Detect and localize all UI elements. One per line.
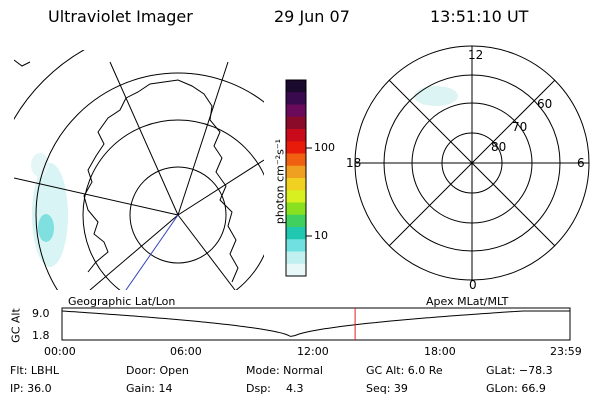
lon-line	[14, 177, 179, 216]
lat-circle-middle	[82, 119, 264, 290]
lat-circle-outer	[35, 72, 264, 290]
aurora-emission	[31, 153, 68, 267]
colorbar-cell	[286, 80, 306, 93]
ip-info: IP: 36.0	[10, 382, 52, 395]
timeline-ymax: 9.0	[32, 307, 50, 320]
timeline-xlabel: 12:00	[297, 345, 329, 358]
colorbar-cell	[286, 227, 306, 240]
gain-info: Gain: 14	[126, 382, 173, 395]
coastline	[83, 79, 239, 283]
aurora-emission	[414, 86, 458, 106]
mlat-label-60: 60	[537, 97, 553, 111]
timeline-xlabel: 18:00	[424, 345, 456, 358]
timeline-ymin: 1.8	[32, 329, 50, 342]
colorbar-cell	[286, 239, 306, 253]
timeline-frame	[61, 307, 571, 341]
colorbar-cell	[286, 263, 306, 277]
date-label: 29 Jun 07	[274, 7, 350, 26]
dsp-value: 4.3	[286, 382, 304, 395]
timeline-xlabel: 23:59	[550, 345, 582, 358]
lon-line	[177, 61, 229, 216]
mlt-label-12: 12	[468, 48, 484, 62]
lat-circle-inner	[129, 166, 227, 264]
dsp-label: Dsp:	[246, 382, 271, 395]
colorbar-cell	[286, 153, 306, 167]
mode-info: Mode: Normal	[246, 364, 323, 377]
lon-line	[177, 159, 264, 216]
colorbar-cell	[286, 129, 306, 142]
colorbar-cell	[286, 190, 306, 204]
colorbar-cell	[286, 214, 306, 228]
door-info: Door: Open	[126, 364, 189, 377]
gc-alt-info: GC Alt: 6.0 Re	[366, 364, 443, 377]
glat-info: GLat: −78.3	[486, 364, 553, 377]
colorbar-cell	[286, 251, 306, 265]
noon-meridian	[125, 214, 179, 290]
geographic-label: Geographic Lat/Lon	[68, 295, 176, 308]
mlat-label-80: 80	[491, 140, 507, 154]
colorbar-cell	[286, 202, 306, 216]
time-label: 13:51:10 UT	[430, 7, 529, 26]
mlt-label-0: 0	[469, 278, 477, 292]
timeline-axis-label: GC Alt	[9, 308, 23, 343]
seq-info: Seq: 39	[366, 382, 408, 395]
colorbar-tick-label: 100	[314, 141, 335, 154]
mlat-label-70: 70	[512, 120, 528, 134]
mlt-label-18: 18	[346, 156, 362, 170]
lon-line	[89, 214, 179, 290]
apex-label: Apex MLat/MLT	[426, 295, 509, 308]
colorbar-cell	[286, 116, 306, 130]
timeline-xlabel: 06:00	[170, 345, 202, 358]
instrument-title: Ultraviolet Imager	[48, 7, 193, 26]
colorbar-cell	[286, 104, 306, 118]
lon-line	[109, 61, 179, 216]
filter-info: Flt: LBHL	[10, 364, 59, 377]
coastline	[14, 59, 31, 67]
colorbar-cell	[286, 178, 306, 191]
glon-info: GLon: 66.9	[486, 382, 546, 395]
lon-line	[177, 214, 236, 290]
colorbar-cell	[286, 141, 306, 155]
colorbar-tick-label: 10	[314, 229, 328, 242]
timeline-xlabel: 00:00	[44, 345, 76, 358]
altitude-curve	[61, 310, 570, 337]
mlt-label-6: 6	[577, 156, 585, 170]
colorbar-cell	[286, 165, 306, 179]
colorbar-cell	[286, 92, 306, 106]
mlt-line-diag	[388, 79, 556, 247]
